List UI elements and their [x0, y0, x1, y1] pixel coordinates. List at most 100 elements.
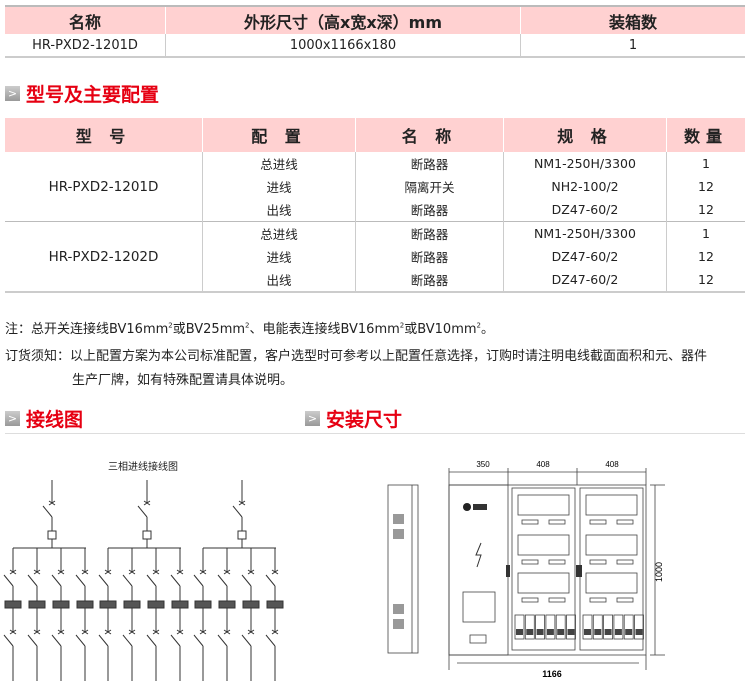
meter-box [266, 600, 284, 609]
label [616, 597, 634, 603]
breaker-x-mark [223, 629, 231, 635]
meter-box [171, 600, 189, 609]
breaker [555, 614, 566, 640]
breaker-handle [625, 629, 633, 635]
hinge [506, 565, 510, 577]
meter-window [462, 591, 496, 623]
cell-model: HR-PXD2-1202D [5, 221, 203, 292]
breaker-x-mark [81, 629, 89, 635]
switch-blade [27, 634, 38, 647]
header-model: 型 号 [5, 118, 203, 152]
breaker-handle [567, 629, 575, 635]
meter-box [123, 600, 141, 609]
switch-blade [193, 574, 204, 587]
meter-box [242, 600, 260, 609]
switch-blade [51, 574, 62, 587]
switch-blade [146, 634, 157, 647]
breaker-x-mark [143, 500, 151, 506]
section-wiring-title: > 接线图 [5, 405, 83, 432]
breaker-handle [526, 629, 534, 635]
table-row: HR-PXD2-1201D 总进线 断路器 NM1-250H/3300 1 [5, 152, 745, 222]
cell-quantity: 1 [666, 221, 745, 245]
breaker-x-mark [33, 569, 41, 575]
switch-blade [75, 634, 86, 647]
section-title-text: 型号及主要配置 [26, 84, 160, 106]
dim-total-width: 1166 [542, 669, 562, 679]
breaker-handle [635, 629, 643, 635]
cell-config: 进线 [202, 175, 356, 198]
breaker-x-mark [81, 569, 89, 575]
switch-blade [146, 574, 157, 587]
switch-blade [217, 634, 228, 647]
cell-dimensions: 1000x1166x180 [165, 34, 521, 57]
breaker-x-mark [104, 569, 112, 575]
switch-blade [265, 634, 276, 647]
dim-width-1: 350 [476, 460, 490, 469]
switch-blade [75, 574, 86, 587]
cell-qty: 1 [628, 37, 638, 53]
main-breaker-box [237, 530, 247, 540]
meter-box [52, 600, 70, 609]
meter-box [218, 600, 236, 609]
switch-blade [193, 634, 204, 647]
breaker [545, 614, 556, 640]
chevron-right-icon: > [5, 411, 20, 426]
label [616, 559, 634, 565]
breaker [524, 614, 535, 640]
wiring-diagram-title: 三相进线接线图 [108, 462, 178, 473]
switch-blade [42, 505, 53, 518]
section-config-title: > 型号及主要配置 [5, 80, 159, 107]
cell-item: 断路器 [355, 268, 504, 292]
breaker [613, 614, 624, 640]
dim-width-2: 408 [536, 460, 550, 469]
meter-box [99, 600, 117, 609]
cell-quantity: 12 [698, 202, 714, 217]
label [616, 519, 634, 525]
meter-box [76, 600, 94, 609]
meter-slot [517, 494, 570, 516]
divider [5, 433, 745, 434]
breaker-x-mark [247, 569, 255, 575]
switch-blade [98, 634, 109, 647]
breaker-x-mark [9, 629, 17, 635]
switch-blade [232, 505, 243, 518]
switch-blade [170, 574, 181, 587]
cell-quantity: 12 [698, 249, 714, 264]
switch-blade [241, 634, 252, 647]
table-row: HR-PXD2-1202D 总进线 断路器 NM1-250H/3300 1 [5, 221, 745, 292]
breaker [623, 614, 634, 640]
breaker [535, 614, 546, 640]
meter-box [28, 600, 46, 609]
meter-box [194, 600, 212, 609]
order-note: 订货须知：以上配置方案为本公司标准配置，客户选型时可参考以上配置任意选择，订购时… [5, 345, 707, 364]
cell-config: 总进线 [202, 221, 356, 245]
breaker-x-mark [271, 569, 279, 575]
switch-blade [241, 574, 252, 587]
cell-item: 断路器 [355, 245, 504, 268]
breaker-x-mark [152, 629, 160, 635]
label [589, 519, 607, 525]
breaker [603, 614, 614, 640]
cell-config: 进线 [202, 245, 356, 268]
breaker-handle [614, 629, 622, 635]
header-quantity: 数量 [666, 118, 745, 152]
breaker-handle [584, 629, 591, 635]
dim-width-3: 408 [605, 460, 619, 469]
header-name: 名称 [5, 6, 166, 34]
breaker-x-mark [176, 629, 184, 635]
cell-spec: DZ47-60/2 [503, 268, 667, 292]
label [521, 519, 539, 525]
cell-item: 断路器 [355, 198, 504, 222]
breaker-x-mark [57, 569, 65, 575]
installation-drawing: 350 408 408 1000 1166 [387, 460, 665, 679]
table-row: 出线 断路器 DZ47-60/2 12 [5, 268, 745, 292]
label [521, 559, 539, 565]
switch-blade [122, 574, 133, 587]
meter-slot [585, 494, 638, 516]
breaker-x-mark [57, 629, 65, 635]
switch-blade [217, 574, 228, 587]
breaker-x-mark [128, 629, 136, 635]
order-label: 订货须知： [5, 349, 71, 364]
section-install-title: > 安装尺寸 [305, 405, 402, 432]
breaker-x-mark [104, 629, 112, 635]
